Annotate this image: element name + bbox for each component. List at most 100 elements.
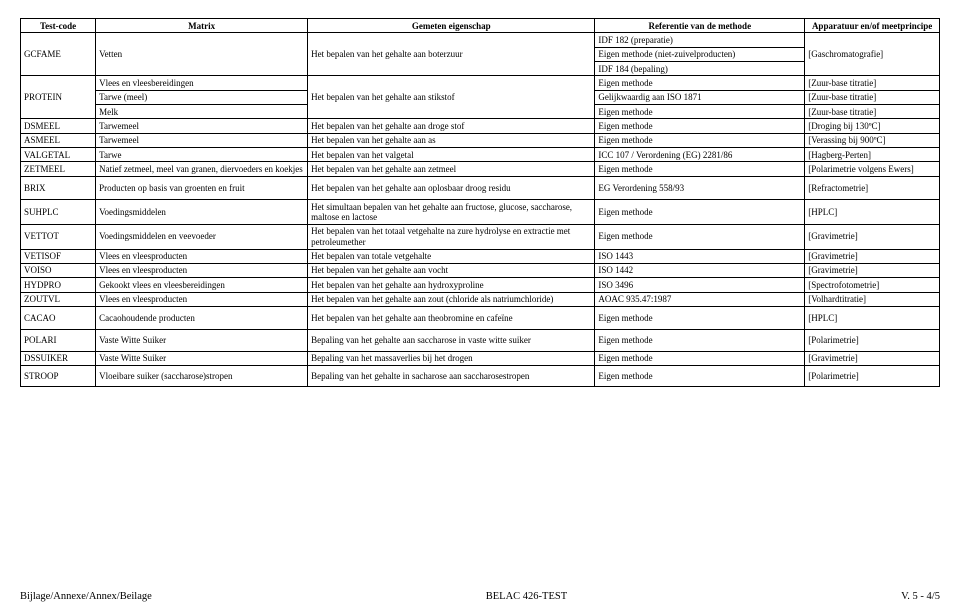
row-protein-3: Melk Eigen methode [Zuur-base titratie] (21, 105, 940, 119)
hydpro-matrix: Gekookt vlees en vleesbereidingen (96, 278, 308, 292)
asmeel-matrix: Tarwemeel (96, 133, 308, 147)
cacao-app: [HPLC] (805, 306, 940, 329)
row-zetmeel: ZETMEEL Natief zetmeel, meel van granen,… (21, 162, 940, 176)
protein-ref1: Eigen methode (595, 76, 805, 90)
dsmeel-prop: Het bepalen van het gehalte aan droge st… (308, 119, 595, 133)
header-test-code: Test-code (21, 19, 96, 33)
pre-row: IDF 182 (preparatie) (21, 33, 940, 47)
post-ref: IDF 184 (bepaling) (595, 62, 805, 76)
zetmeel-code: ZETMEEL (21, 162, 96, 176)
asmeel-code: ASMEEL (21, 133, 96, 147)
protein-matrix3: Melk (96, 105, 308, 119)
row-gcfame: GCFAME Vetten Het bepalen van het gehalt… (21, 47, 940, 61)
vetisof-matrix: Vlees en vleesproducten (96, 249, 308, 263)
footer-left: Bijlage/Annexe/Annex/Beilage (20, 591, 152, 602)
stroop-app: [Polarimetrie] (805, 365, 940, 386)
voiso-matrix: Vlees en vleesproducten (96, 263, 308, 277)
gcfame-ref: Eigen methode (niet-zuivelproducten) (595, 47, 805, 61)
brix-app: [Refractometrie] (805, 176, 940, 199)
stroop-matrix: Vloeibare suiker (saccharose)stropen (96, 365, 308, 386)
dssuiker-code: DSSUIKER (21, 351, 96, 365)
protein-ref3: Eigen methode (595, 105, 805, 119)
cacao-matrix: Cacaohoudende producten (96, 306, 308, 329)
dssuiker-prop: Bepaling van het massaverlies bij het dr… (308, 351, 595, 365)
voiso-code: VOISO (21, 263, 96, 277)
stroop-code: STROOP (21, 365, 96, 386)
protein-matrix2: Tarwe (meel) (96, 90, 308, 104)
gcfame-matrix: Vetten (96, 47, 308, 61)
vettot-code: VETTOT (21, 224, 96, 249)
pre-ref: IDF 182 (preparatie) (595, 33, 805, 47)
polari-code: POLARI (21, 330, 96, 351)
dsmeel-matrix: Tarwemeel (96, 119, 308, 133)
dsmeel-ref: Eigen methode (595, 119, 805, 133)
valgetal-matrix: Tarwe (96, 148, 308, 162)
row-dssuiker: DSSUIKER Vaste Witte Suiker Bepaling van… (21, 351, 940, 365)
row-polari: POLARI Vaste Witte Suiker Bepaling van h… (21, 330, 940, 351)
hydpro-ref: ISO 3496 (595, 278, 805, 292)
row-suhplc: SUHPLC Voedingsmiddelen Het simultaan be… (21, 200, 940, 225)
table-header-row: Test-code Matrix Gemeten eigenschap Refe… (21, 19, 940, 33)
asmeel-app: [Verassing bij 900ºC] (805, 133, 940, 147)
row-valgetal: VALGETAL Tarwe Het bepalen van het valge… (21, 148, 940, 162)
vetisof-prop: Het bepalen van totale vetgehalte (308, 249, 595, 263)
header-reference: Referentie van de methode (595, 19, 805, 33)
vettot-ref: Eigen methode (595, 224, 805, 249)
dssuiker-matrix: Vaste Witte Suiker (96, 351, 308, 365)
hydpro-app: [Spectrofotometrie] (805, 278, 940, 292)
asmeel-ref: Eigen methode (595, 133, 805, 147)
page-footer: Bijlage/Annexe/Annex/Beilage BELAC 426-T… (20, 591, 940, 602)
vetisof-ref: ISO 1443 (595, 249, 805, 263)
dsmeel-code: DSMEEL (21, 119, 96, 133)
valgetal-app: [Hagberg-Perten] (805, 148, 940, 162)
stroop-prop: Bepaling van het gehalte in sacharose aa… (308, 365, 595, 386)
row-zoutvl: ZOUTVL Vlees en vleesproducten Het bepal… (21, 292, 940, 306)
stroop-ref: Eigen methode (595, 365, 805, 386)
protein-app3: [Zuur-base titratie] (805, 105, 940, 119)
voiso-prop: Het bepalen van het gehalte aan vocht (308, 263, 595, 277)
row-brix: BRIX Producten op basis van groenten en … (21, 176, 940, 199)
cacao-ref: Eigen methode (595, 306, 805, 329)
suhplc-matrix: Voedingsmiddelen (96, 200, 308, 225)
row-protein-2: PROTEIN Tarwe (meel) Het bepalen van het… (21, 90, 940, 104)
gcfame-code: GCFAME (21, 47, 96, 61)
brix-ref: EG Verordening 558/93 (595, 176, 805, 199)
polari-ref: Eigen methode (595, 330, 805, 351)
dsmeel-app: [Droging bij 130ºC] (805, 119, 940, 133)
suhplc-prop: Het simultaan bepalen van het gehalte aa… (308, 200, 595, 225)
polari-app: [Polarimetrie] (805, 330, 940, 351)
suhplc-ref: Eigen methode (595, 200, 805, 225)
row-hydpro: HYDPRO Gekookt vlees en vleesbereidingen… (21, 278, 940, 292)
footer-right: V. 5 - 4/5 (901, 591, 940, 602)
hydpro-code: HYDPRO (21, 278, 96, 292)
vettot-app: [Gravimetrie] (805, 224, 940, 249)
zetmeel-matrix: Natief zetmeel, meel van granen, diervoe… (96, 162, 308, 176)
dssuiker-app: [Gravimetrie] (805, 351, 940, 365)
row-dsmeel: DSMEEL Tarwemeel Het bepalen van het geh… (21, 119, 940, 133)
protein-matrix1: Vlees en vleesbereidingen (96, 76, 308, 90)
zoutvl-ref: AOAC 935.47:1987 (595, 292, 805, 306)
protein-app2: [Zuur-base titratie] (805, 90, 940, 104)
row-vettot: VETTOT Voedingsmiddelen en veevoeder Het… (21, 224, 940, 249)
hydpro-prop: Het bepalen van het gehalte aan hydroxyp… (308, 278, 595, 292)
valgetal-ref: ICC 107 / Verordening (EG) 2281/86 (595, 148, 805, 162)
post-row: IDF 184 (bepaling) (21, 62, 940, 76)
row-voiso: VOISO Vlees en vleesproducten Het bepale… (21, 263, 940, 277)
row-cacao: CACAO Cacaohoudende producten Het bepale… (21, 306, 940, 329)
row-vetisof: VETISOF Vlees en vleesproducten Het bepa… (21, 249, 940, 263)
zoutvl-code: ZOUTVL (21, 292, 96, 306)
brix-code: BRIX (21, 176, 96, 199)
suhplc-app: [HPLC] (805, 200, 940, 225)
suhplc-code: SUHPLC (21, 200, 96, 225)
footer-center: BELAC 426-TEST (486, 591, 567, 602)
zoutvl-matrix: Vlees en vleesproducten (96, 292, 308, 306)
vettot-prop: Het bepalen van het totaal vetgehalte na… (308, 224, 595, 249)
voiso-ref: ISO 1442 (595, 263, 805, 277)
brix-prop: Het bepalen van het gehalte aan oplosbaa… (308, 176, 595, 199)
row-asmeel: ASMEEL Tarwemeel Het bepalen van het geh… (21, 133, 940, 147)
gcfame-prop: Het bepalen van het gehalte aan boterzuu… (308, 47, 595, 61)
cacao-prop: Het bepalen van het gehalte aan theobrom… (308, 306, 595, 329)
vettot-matrix: Voedingsmiddelen en veevoeder (96, 224, 308, 249)
polari-matrix: Vaste Witte Suiker (96, 330, 308, 351)
zoutvl-app: [Volhardtitratie] (805, 292, 940, 306)
